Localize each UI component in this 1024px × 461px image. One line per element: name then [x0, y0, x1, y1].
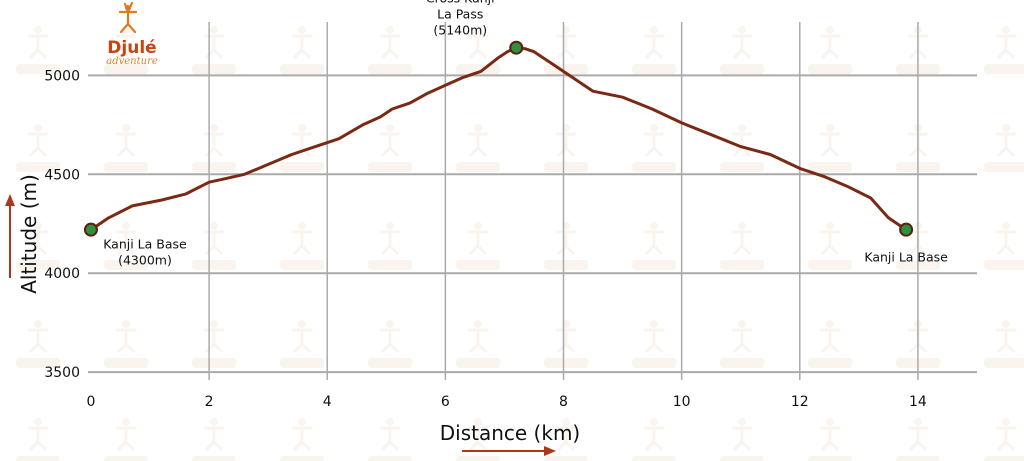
watermark-pattern: [16, 26, 1024, 461]
x-tick-label: 14: [909, 394, 927, 410]
watermark-logo: [368, 418, 412, 461]
watermark-logo: [808, 222, 852, 270]
x-tick-label: 12: [791, 394, 809, 410]
waypoint-marker: [509, 40, 524, 55]
watermark-logo: [104, 222, 148, 270]
watermark-logo: [632, 222, 676, 270]
watermark-logo: [632, 124, 676, 172]
x-tick-label: 10: [673, 394, 691, 410]
watermark-logo: [456, 222, 500, 270]
y-axis-arrow-icon: [5, 194, 15, 278]
y-tick-label: 4000: [44, 266, 80, 282]
x-axis-title: Distance (km): [440, 421, 580, 445]
waypoint-marker: [83, 222, 98, 237]
grid: [88, 22, 977, 380]
watermark-logo: [720, 320, 764, 368]
watermark-logo: [632, 26, 676, 74]
watermark-logo: [984, 418, 1024, 461]
watermark-logo: [896, 418, 940, 461]
watermark-logo: [368, 222, 412, 270]
watermark-logo: [808, 418, 852, 461]
x-tick-label: 6: [441, 394, 450, 410]
watermark-logo: [192, 26, 236, 74]
watermark-logo: [192, 418, 236, 461]
watermark-logo: [984, 124, 1024, 172]
watermark-logo: [808, 26, 852, 74]
watermark-logo: [632, 320, 676, 368]
x-tick-labels: 0 2 4 6 8 10 12 14: [86, 394, 926, 410]
watermark-logo: [544, 320, 588, 368]
watermark-logo: [280, 222, 324, 270]
watermark-logo: [192, 124, 236, 172]
logo: Djulé adventure: [106, 1, 158, 67]
logo-figure-icon: [118, 1, 138, 34]
watermark-logo: [16, 222, 60, 270]
watermark-logo: [104, 320, 148, 368]
watermark-logo: [192, 222, 236, 270]
altitude-profile-line: [89, 46, 908, 232]
watermark-logo: [280, 26, 324, 74]
watermark-logo: [16, 418, 60, 461]
watermark-logo: [104, 124, 148, 172]
watermark-logo: [984, 26, 1024, 74]
watermark-logo: [808, 124, 852, 172]
watermark-logo: [280, 418, 324, 461]
y-tick-label: 4500: [44, 167, 80, 183]
watermark-logo: [808, 320, 852, 368]
y-tick-label: 3500: [44, 365, 80, 381]
watermark-logo: [192, 320, 236, 368]
watermark-logo: [720, 124, 764, 172]
x-axis-arrow-icon: [462, 446, 556, 456]
watermark-logo: [368, 26, 412, 74]
watermark-logo: [104, 418, 148, 461]
watermark-logo: [16, 124, 60, 172]
watermark-logo: [720, 418, 764, 461]
watermark-logo: [632, 418, 676, 461]
logo-name: Djulé: [107, 38, 156, 58]
watermark-logo: [456, 418, 500, 461]
watermark-logo: [720, 222, 764, 270]
waypoint-marker: [899, 222, 914, 237]
watermark-logo: [280, 124, 324, 172]
watermark-logo: [16, 26, 60, 74]
y-tick-label: 5000: [44, 68, 80, 84]
waypoint-markers: [83, 40, 914, 237]
watermark-logo: [544, 124, 588, 172]
watermark-logo: [368, 320, 412, 368]
x-tick-label: 0: [86, 394, 95, 410]
watermark-logo: [544, 222, 588, 270]
watermark-logo: [984, 222, 1024, 270]
watermark-logo: [720, 26, 764, 74]
x-tick-label: 2: [205, 394, 214, 410]
watermark-logo: [984, 320, 1024, 368]
watermark-logo: [368, 124, 412, 172]
waypoint-label: Kanji La Base (4300m): [103, 237, 187, 268]
watermark-logo: [544, 418, 588, 461]
watermark-logo: [456, 124, 500, 172]
x-tick-label: 8: [559, 394, 568, 410]
waypoint-label: Kanji La Base: [864, 250, 948, 265]
watermark-logo: [280, 320, 324, 368]
watermark-logo: [544, 26, 588, 74]
x-tick-label: 4: [323, 394, 332, 410]
y-axis-title: Altitude (m): [17, 174, 41, 294]
y-tick-labels: 3500 4000 4500 5000: [44, 68, 80, 381]
watermark-logo: [456, 320, 500, 368]
logo-tagline: adventure: [106, 56, 158, 67]
watermark-logo: [16, 320, 60, 368]
